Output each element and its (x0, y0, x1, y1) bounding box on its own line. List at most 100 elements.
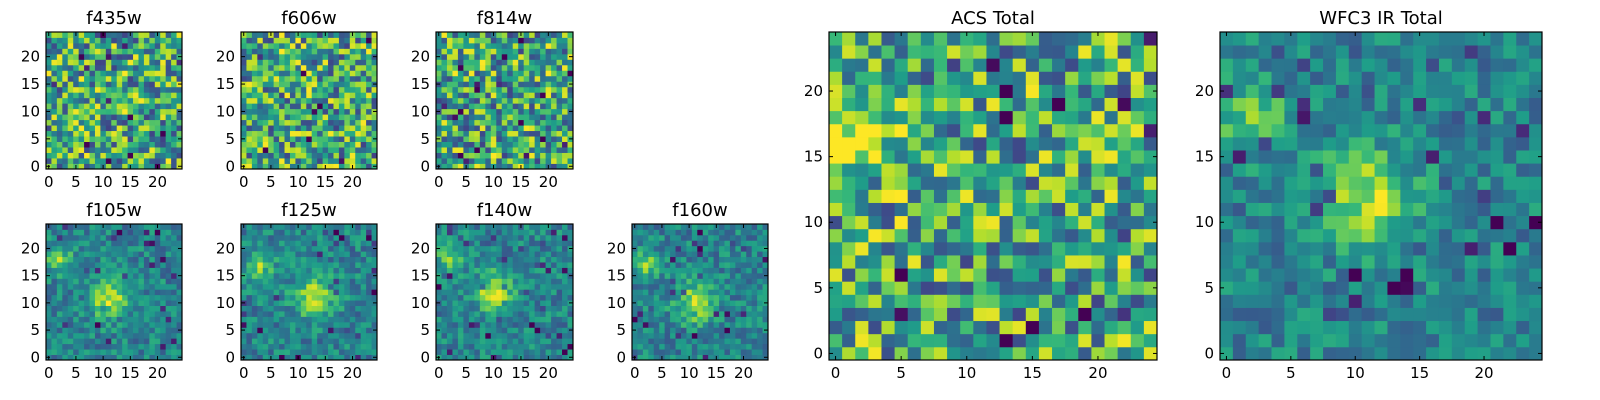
heatmap-cell (501, 158, 508, 164)
heatmap-cell (642, 332, 649, 339)
heatmap-cell (67, 81, 74, 88)
heatmap-cell (165, 119, 172, 126)
heatmap-cell (78, 103, 85, 110)
heatmap-cell (273, 245, 280, 252)
heatmap-cell (664, 343, 671, 350)
heatmap-cell (485, 97, 492, 104)
heatmap-cell (545, 119, 552, 126)
heatmap-cell (680, 245, 687, 252)
heatmap-cell (463, 53, 470, 60)
heatmap-cell (436, 267, 442, 274)
heatmap-cell (757, 262, 763, 268)
heatmap-cell (268, 136, 275, 142)
heatmap-cell (507, 136, 514, 142)
heatmap-cell (149, 59, 156, 66)
heatmap-cell (474, 163, 481, 170)
heatmap-cell (452, 300, 459, 306)
heatmap-cell (1012, 176, 1027, 190)
heatmap-cell (311, 97, 318, 104)
heatmap-cell (251, 59, 258, 66)
heatmap-cell (1012, 150, 1027, 164)
heatmap-cell (512, 158, 519, 164)
heatmap-cell (273, 294, 280, 301)
heatmap-cell (479, 152, 486, 159)
heatmap-cell (143, 103, 150, 110)
heatmap-cell (523, 262, 530, 268)
heatmap-cell (556, 32, 563, 38)
heatmap-cell (84, 86, 90, 93)
heatmap-cell (686, 262, 693, 268)
heatmap-cell (154, 158, 161, 164)
heatmap-cell (366, 141, 372, 148)
heatmap-cell (855, 294, 869, 308)
heatmap-cell (133, 97, 139, 104)
heatmap-cell (366, 267, 372, 274)
heatmap-cell (999, 255, 1014, 269)
heatmap-cell (746, 327, 753, 334)
heatmap-cell (496, 229, 503, 236)
heatmap-cell (73, 251, 80, 258)
heatmap-cell (529, 32, 536, 38)
heatmap-cell (686, 229, 693, 236)
heatmap-cell (567, 119, 574, 126)
heatmap-cell (78, 158, 85, 164)
heatmap-cell (149, 316, 156, 323)
heatmap-cell (468, 158, 475, 164)
heatmap-cell (116, 152, 123, 159)
heatmap-cell (485, 158, 492, 164)
heatmap-cell (1091, 346, 1105, 361)
heatmap-cell (246, 86, 253, 93)
heatmap-cell (138, 234, 145, 241)
heatmap-cell (735, 256, 742, 263)
heatmap-cell (452, 64, 459, 71)
heatmap-cell (262, 316, 269, 323)
heatmap-cell (713, 251, 720, 258)
heatmap-cell (100, 37, 107, 44)
heatmap-cell (338, 272, 345, 279)
heatmap-cell (518, 81, 525, 88)
heatmap-cell (512, 245, 519, 252)
heatmap-cell (436, 338, 442, 345)
heatmap-cell (78, 294, 85, 301)
heatmap-cell (518, 125, 525, 132)
heatmap-cell (246, 267, 253, 274)
heatmap-cell (289, 316, 296, 323)
heatmap-cell (51, 262, 58, 268)
heatmap-cell (67, 267, 74, 274)
heatmap-cell (143, 64, 150, 71)
heatmap-cell (268, 338, 275, 345)
heatmap-cell (84, 354, 90, 361)
heatmap-cell (653, 321, 660, 328)
heatmap-cell (73, 114, 80, 121)
heatmap-cell (562, 103, 568, 110)
heatmap-cell (479, 229, 486, 236)
heatmap-cell (485, 37, 492, 44)
heatmap-cell (333, 294, 340, 301)
heatmap-cell (463, 267, 470, 274)
heatmap-cell (62, 53, 69, 60)
heatmap-cell (284, 158, 291, 164)
heatmap-cell (138, 92, 145, 99)
heatmap-cell (680, 321, 687, 328)
heatmap-cell (268, 283, 275, 290)
heatmap-cell (713, 256, 720, 263)
heatmap-cell (457, 97, 464, 104)
heatmap-cell (160, 224, 167, 230)
heatmap-cell (246, 251, 253, 258)
heatmap-cell (273, 338, 280, 345)
heatmap-cell (251, 300, 258, 306)
heatmap-cell (251, 130, 258, 137)
heatmap-cell (463, 316, 470, 323)
heatmap-cell (680, 305, 687, 312)
heatmap-cell (284, 70, 291, 77)
heatmap-cell (160, 125, 167, 132)
heatmap-cell (89, 136, 96, 142)
plot-frame (240, 31, 378, 170)
heatmap-cell (333, 349, 340, 355)
heatmap-cell (1038, 228, 1053, 243)
heatmap-cell (317, 70, 323, 77)
heatmap-cell (138, 119, 145, 126)
heatmap-cell (111, 103, 118, 110)
heatmap-cell (149, 245, 156, 252)
heatmap-cell (279, 289, 285, 296)
